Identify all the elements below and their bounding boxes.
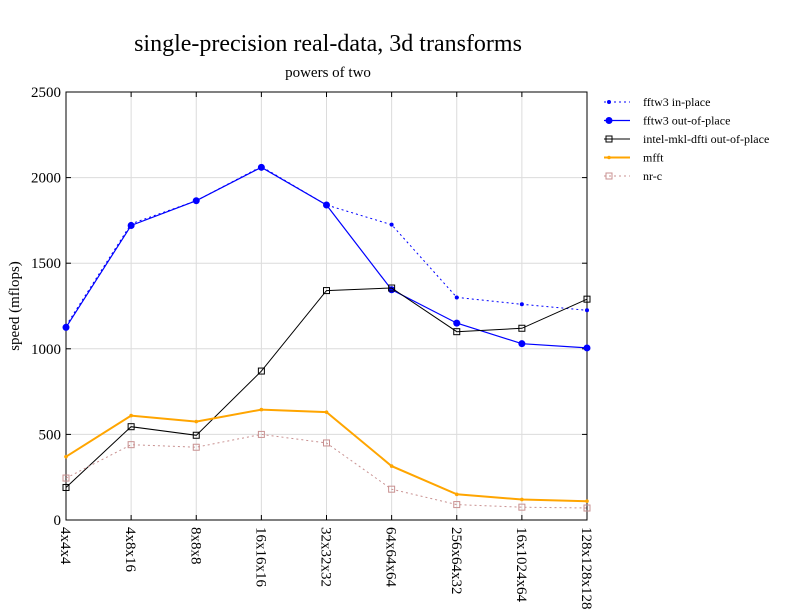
data-point xyxy=(583,295,591,303)
data-point xyxy=(518,503,526,511)
x-tick-label: 4x4x4 xyxy=(57,527,73,565)
x-tick-label: 128x128x128 xyxy=(578,527,594,610)
data-point xyxy=(323,439,330,447)
data-point xyxy=(454,492,459,497)
legend-marker xyxy=(605,117,613,124)
data-point xyxy=(323,287,330,295)
data-point xyxy=(389,464,394,468)
chart-title: single-precision real-data, 3d transform… xyxy=(134,31,522,57)
data-point xyxy=(257,367,265,375)
legend: fftw3 in-place fftw3 out-of-place intel-mk… xyxy=(604,95,769,183)
data-point xyxy=(259,407,264,412)
x-tick-label: 256x64x32 xyxy=(448,527,464,595)
legend-marker xyxy=(605,172,613,180)
data-point xyxy=(453,328,461,336)
series-group xyxy=(62,430,591,512)
data-point xyxy=(389,222,394,227)
y-axis-ticks: 0 500 1000 1500 2000 2500 xyxy=(31,85,587,529)
series-group xyxy=(64,407,589,503)
data-point xyxy=(519,302,524,307)
legend-marker xyxy=(607,100,611,104)
data-point xyxy=(257,163,265,171)
data-point xyxy=(127,222,135,230)
y-tick-label: 1500 xyxy=(31,256,61,272)
data-point xyxy=(257,430,265,438)
data-point xyxy=(583,504,591,512)
data-point xyxy=(324,410,329,414)
data-point xyxy=(62,323,70,331)
x-tick-label: 4x8x16 xyxy=(122,527,138,573)
y-axis-label: speed (mflops) xyxy=(7,261,23,351)
legend-label: fftw3 in-place xyxy=(643,95,710,109)
data-point xyxy=(583,344,591,352)
data-point xyxy=(520,497,524,502)
data-point xyxy=(127,441,135,449)
legend-label: mfft xyxy=(643,151,664,165)
x-tick-label: 32x32x32 xyxy=(318,527,334,587)
data-point xyxy=(453,501,461,509)
data-point xyxy=(64,454,68,459)
x-tick-label: 8x8x8 xyxy=(187,527,203,565)
data-point xyxy=(62,474,70,482)
data-point xyxy=(323,201,330,209)
y-tick-label: 0 xyxy=(54,513,62,529)
data-point xyxy=(62,483,70,491)
legend-label: nr-c xyxy=(643,169,662,183)
data-point xyxy=(454,295,459,300)
data-point xyxy=(127,423,135,431)
data-point xyxy=(388,284,396,292)
legend-marker xyxy=(605,135,613,143)
data-point xyxy=(585,308,589,313)
data-point xyxy=(585,499,589,503)
series-line xyxy=(65,287,588,488)
y-tick-label: 2500 xyxy=(31,85,61,101)
data-point xyxy=(194,419,199,424)
y-tick-label: 2000 xyxy=(31,171,61,187)
legend-label: intel-mkl-dfti out-of-place xyxy=(643,132,769,146)
x-axis-ticks: 4x4x4 4x8x16 8x8x8 16x16x16 32x32x32 64x64x64… xyxy=(57,92,594,610)
series-line xyxy=(65,433,588,509)
series xyxy=(62,163,591,512)
x-tick-label: 16x1024x64 xyxy=(513,527,529,603)
x-tick-label: 16x16x16 xyxy=(252,527,268,588)
data-point xyxy=(129,413,133,418)
legend-label: fftw3 out-of-place xyxy=(643,114,730,128)
grid xyxy=(65,91,588,521)
series-group xyxy=(62,284,591,491)
x-tick-label: 64x64x64 xyxy=(383,527,399,588)
data-point xyxy=(192,431,200,439)
y-tick-label: 500 xyxy=(39,427,62,443)
data-point xyxy=(518,324,526,332)
y-tick-label: 1000 xyxy=(31,342,61,358)
data-point xyxy=(192,197,200,205)
data-point xyxy=(192,443,200,451)
data-point xyxy=(518,340,526,348)
data-point xyxy=(453,319,461,327)
chart-subtitle: powers of two xyxy=(285,65,371,81)
legend-marker xyxy=(607,155,611,160)
data-point xyxy=(388,485,396,493)
